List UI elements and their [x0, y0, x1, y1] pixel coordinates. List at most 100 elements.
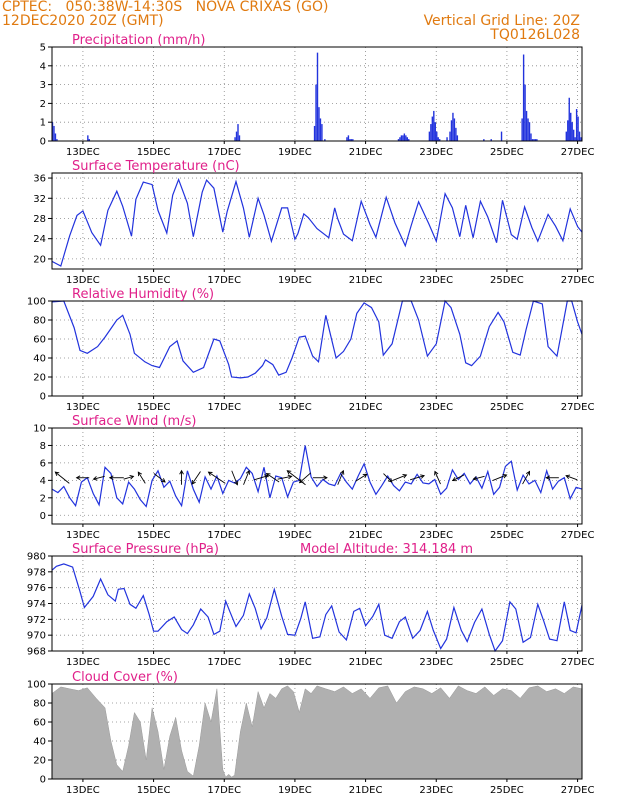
wind-arrow	[253, 475, 269, 481]
x-tick-label: 19DEC	[278, 657, 312, 668]
wind-arrow-head	[207, 471, 213, 476]
header-run-date: 12DEC2020 20Z (GMT)	[2, 13, 164, 29]
x-tick-label: 27DEC	[561, 657, 595, 668]
x-tick-label: 21DEC	[349, 402, 383, 413]
precip-bar	[524, 84, 526, 141]
precip-bar	[399, 137, 401, 141]
wind-arrow	[522, 471, 530, 485]
wind-arrow-head	[108, 475, 114, 481]
x-tick-label: 19DEC	[278, 275, 312, 286]
precip-bar	[321, 124, 323, 141]
x-tick-label: 19DEC	[278, 785, 312, 796]
precip-bar	[577, 116, 579, 141]
x-tick-label: 15DEC	[137, 530, 171, 541]
wind-arrow-head	[323, 475, 328, 481]
precip-bar	[397, 139, 400, 141]
precip-bar	[522, 54, 525, 141]
wind-arrow-head	[298, 478, 304, 484]
precip-bar	[437, 137, 439, 141]
wind-arrow-head	[75, 475, 81, 481]
panel-title: Precipitation (mm/h)	[72, 33, 205, 48]
panel-title: Surface Wind (m/s)	[72, 414, 196, 429]
wind-arrow	[191, 471, 201, 485]
x-tick-label: 23DEC	[419, 530, 453, 541]
wind-arrow	[123, 475, 134, 480]
wind-arrow-head	[137, 471, 143, 477]
wind-arrow-head	[191, 480, 196, 485]
precip-bar	[533, 139, 535, 141]
wind-arrow	[383, 473, 393, 483]
y-tick-label: 20	[33, 254, 46, 265]
precip-bar	[436, 131, 438, 141]
y-tick-label: 10	[33, 424, 46, 435]
y-tick-label: 970	[27, 631, 46, 642]
precip-bar	[405, 135, 407, 141]
wind-arrow-head	[265, 473, 271, 478]
x-tick-label: 17DEC	[207, 657, 241, 668]
x-tick-label: 15DEC	[137, 402, 171, 413]
y-tick-label: 32	[33, 194, 46, 205]
y-tick-label: 2	[40, 99, 46, 110]
precip-bar	[430, 124, 432, 141]
wind-series-line	[51, 445, 583, 508]
x-tick-label: 27DEC	[561, 530, 595, 541]
precip-bar	[431, 116, 434, 141]
y-tick-label: 24	[33, 234, 46, 245]
x-tick-label: 27DEC	[561, 402, 595, 413]
y-tick-label: 976	[27, 583, 46, 594]
plot-frame	[51, 427, 583, 525]
x-tick-label: 17DEC	[207, 530, 241, 541]
precip-bar	[446, 137, 448, 141]
y-tick-label: 0	[40, 511, 46, 522]
x-tick-label: 17DEC	[207, 402, 241, 413]
y-tick-label: 40	[33, 354, 46, 365]
x-tick-label: 15DEC	[137, 147, 171, 158]
precip-bar	[572, 129, 575, 141]
wind-arrow-head	[245, 469, 251, 475]
y-tick-label: 80	[33, 316, 46, 327]
x-tick-label: 13DEC	[66, 530, 100, 541]
wind-arrow	[452, 474, 465, 481]
cloud-cover-area	[51, 685, 583, 780]
wind-arrow-head	[434, 470, 439, 476]
precip-bar	[434, 122, 436, 141]
precip-bar	[456, 135, 459, 141]
wind-arrow-head	[92, 476, 98, 481]
x-tick-label: 17DEC	[207, 785, 241, 796]
y-tick-label: 968	[27, 647, 46, 658]
precip-bar	[570, 112, 572, 141]
x-tick-label: 19DEC	[278, 402, 312, 413]
x-tick-label: 25DEC	[490, 147, 524, 158]
y-tick-label: 0	[40, 775, 46, 786]
y-tick-label: 6	[40, 458, 46, 469]
wind-arrow-head	[502, 474, 508, 479]
x-tick-label: 17DEC	[207, 147, 241, 158]
wind-arrow-head	[287, 474, 293, 480]
precip-bar	[438, 139, 441, 141]
wind-arrow	[231, 470, 238, 485]
precip-bar	[319, 118, 322, 141]
pres-series-line	[51, 563, 583, 653]
x-tick-label: 21DEC	[349, 530, 383, 541]
x-tick-label: 23DEC	[419, 147, 453, 158]
x-tick-label: 25DEC	[490, 530, 524, 541]
plot-frame	[51, 46, 583, 142]
x-tick-label: 19DEC	[278, 147, 312, 158]
wind-arrow	[337, 470, 344, 485]
y-tick-label: 1	[40, 118, 46, 129]
x-tick-label: 25DEC	[490, 657, 524, 668]
wind-arrow-head	[286, 470, 292, 475]
y-tick-label: 20	[33, 373, 46, 384]
x-tick-label: 27DEC	[561, 147, 595, 158]
precip-bar	[346, 137, 348, 141]
wind-arrow	[277, 475, 292, 480]
wind-arrow	[243, 470, 250, 485]
x-tick-label: 27DEC	[561, 785, 595, 796]
plot-frame	[51, 172, 583, 270]
wind-arrow-head	[420, 474, 426, 479]
wind-arrow-head	[362, 473, 368, 478]
y-tick-label: 36	[33, 174, 46, 185]
x-tick-label: 13DEC	[66, 785, 100, 796]
wind-arrow	[492, 474, 507, 481]
